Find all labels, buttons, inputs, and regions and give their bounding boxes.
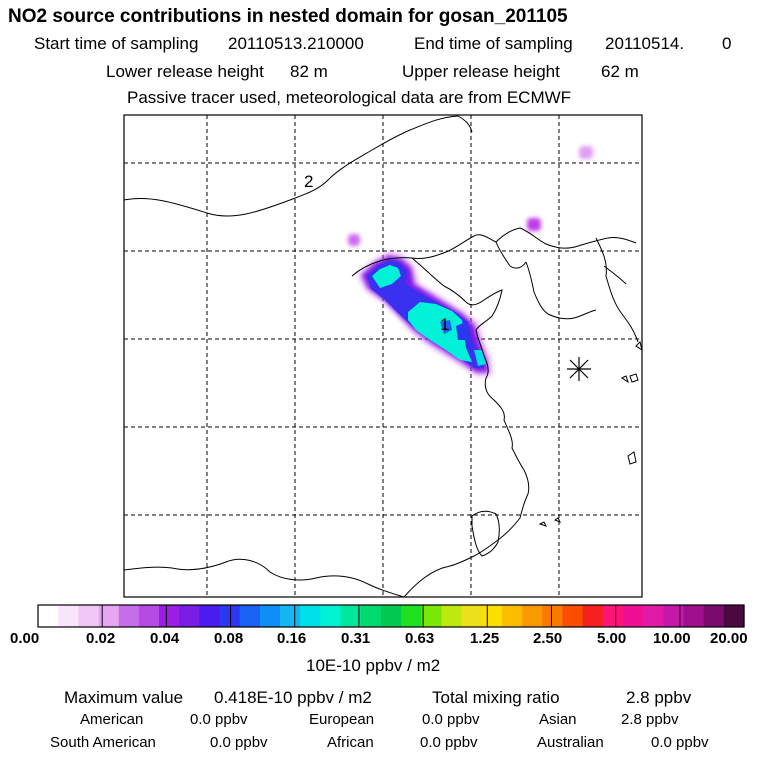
colorbar-cell: [441, 605, 463, 627]
start-time-value: 20110513.210000: [228, 34, 364, 53]
cbar-tick-label: 5.00: [597, 630, 627, 647]
region-value: 0.0 ppbv: [651, 734, 709, 751]
tracer-note: Passive tracer used, meteorological data…: [127, 88, 572, 107]
cbar-tick-label: 20.00: [710, 630, 748, 647]
upper-release-value: 62 m: [601, 62, 639, 81]
colorbar-cell: [239, 605, 261, 627]
colorbar-cell: [380, 605, 402, 627]
cbar-tick-label: 10.00: [653, 630, 691, 647]
region-name: Australian: [537, 734, 604, 751]
colorbar-cell: [138, 605, 160, 627]
lower-release-label: Lower release height: [106, 62, 264, 81]
colorbar-cell: [562, 605, 584, 627]
cbar-tick-label: 0.02: [86, 630, 116, 647]
cbar-tick-label: 1.25: [470, 630, 500, 647]
colorbar-cell: [542, 605, 564, 627]
start-time-label: Start time of sampling: [34, 34, 199, 53]
colorbar-cell: [179, 605, 200, 627]
colorbar-cell: [78, 605, 100, 627]
colorbar-cell: [259, 605, 281, 627]
colorbar-cell: [582, 605, 604, 627]
colorbar-cell: [340, 605, 362, 627]
colorbar-cell: [643, 605, 664, 627]
colorbar-cell: [320, 605, 342, 627]
gridlines: [124, 115, 642, 597]
colorbar-cell: [118, 605, 140, 627]
colorbar: [37, 604, 745, 628]
marker-1: 1: [440, 315, 449, 334]
asterisk-icon: [567, 357, 591, 381]
figure-title: NO2 source contributions in nested domai…: [8, 6, 568, 27]
region-value: 0.0 ppbv: [420, 734, 478, 751]
total-mixing-value: 2.8 ppbv: [626, 688, 692, 707]
cbar-tick-label: 0.31: [341, 630, 371, 647]
colorbar-cell: [300, 605, 321, 627]
colorbar-cell: [602, 605, 624, 627]
cbar-tick-label: 0.04: [150, 630, 180, 647]
no2-plume: [348, 146, 593, 376]
region-name: African: [327, 734, 374, 751]
max-value: 0.418E-10 ppbv / m2: [214, 688, 372, 707]
colorbar-cell: [401, 605, 422, 627]
colorbar-cell: [703, 605, 725, 627]
end-time-label: End time of sampling: [414, 34, 573, 53]
colorbar-cell: [38, 605, 59, 627]
cbar-tick-label: 0.63: [405, 630, 435, 647]
lower-release-value: 82 m: [290, 62, 328, 81]
colorbar-cell: [58, 605, 79, 627]
region-value: 0.0 ppbv: [422, 711, 480, 728]
colorbar-cell: [501, 605, 523, 627]
upper-release-label: Upper release height: [402, 62, 560, 81]
colorbar-cell: [663, 605, 685, 627]
coastlines: [124, 115, 642, 597]
cbar-tick-label: 0.16: [277, 630, 307, 647]
region-name: South American: [50, 734, 156, 751]
colorbar-cell: [683, 605, 705, 627]
cbar-tick-label: 0.08: [214, 630, 244, 647]
region-name: Asian: [539, 711, 577, 728]
cbar-tick-label: 2.50: [533, 630, 563, 647]
end-time-value: 20110514.: [605, 34, 685, 53]
colorbar-unit: 10E-10 ppbv / m2: [306, 656, 441, 675]
map-frame: [123, 114, 643, 598]
colorbar-cell: [280, 605, 301, 627]
colorbar-cell: [199, 605, 221, 627]
colorbar-cell: [219, 605, 241, 627]
colorbar-cell: [421, 605, 443, 627]
colorbar-cell: [723, 605, 745, 627]
end-time-suffix: 0: [722, 34, 732, 53]
colorbar-cell: [622, 605, 644, 627]
marker-2: 2: [304, 172, 313, 191]
region-name: European: [309, 711, 375, 728]
colorbar-cell: [98, 605, 120, 627]
region-value: 0.0 ppbv: [190, 711, 248, 728]
colorbar-cell: [461, 605, 483, 627]
region-name: American: [80, 711, 144, 728]
region-value: 2.8 ppbv: [621, 711, 679, 728]
colorbar-cell: [481, 605, 503, 627]
colorbar-cell: [360, 605, 382, 627]
max-value-label: Maximum value: [64, 688, 184, 707]
map-figure: 2 1: [123, 114, 643, 598]
colorbar-cell: [522, 605, 543, 627]
total-mixing-label: Total mixing ratio: [432, 688, 560, 707]
colorbar-cell: [159, 605, 180, 627]
region-value: 0.0 ppbv: [210, 734, 268, 751]
cbar-tick-label: 0.00: [10, 630, 40, 647]
